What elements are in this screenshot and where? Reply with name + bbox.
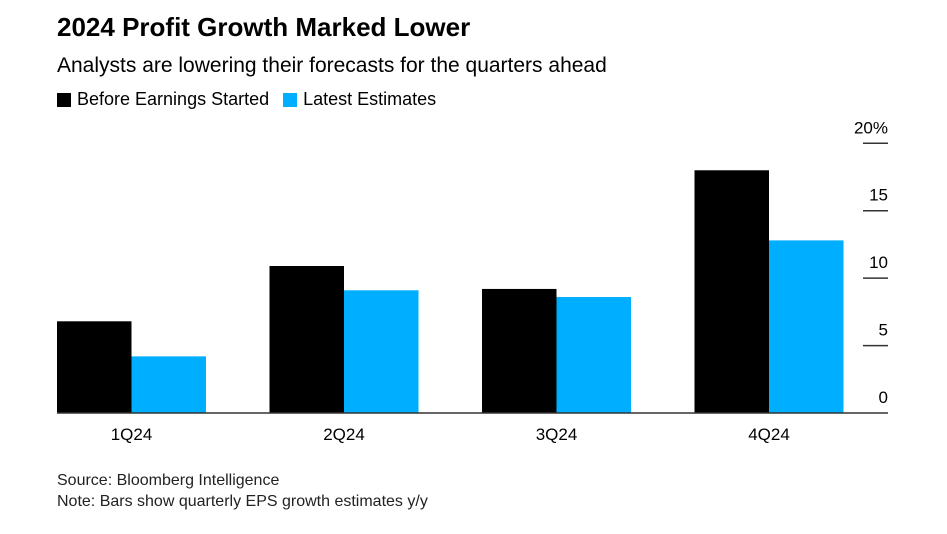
bar-4Q24-before bbox=[694, 170, 769, 413]
legend-swatch-before bbox=[57, 92, 71, 107]
legend-item-latest: Latest Estimates bbox=[283, 89, 436, 110]
chart-subtitle: Analysts are lowering their forecasts fo… bbox=[57, 54, 607, 77]
footnote: Note: Bars show quarterly EPS growth est… bbox=[57, 493, 428, 510]
x-tick-label: 2Q24 bbox=[323, 425, 365, 444]
bar-1Q24-before bbox=[57, 321, 132, 413]
y-tick-label: 20% bbox=[854, 118, 888, 137]
bar-1Q24-latest bbox=[131, 356, 206, 413]
x-tick-label: 3Q24 bbox=[536, 425, 578, 444]
bar-2Q24-before bbox=[269, 266, 344, 413]
x-tick-label: 1Q24 bbox=[111, 425, 153, 444]
bar-3Q24-before bbox=[482, 288, 557, 413]
y-tick-label: 15 bbox=[869, 186, 888, 205]
bar-3Q24-latest bbox=[556, 297, 631, 413]
y-tick-label: 5 bbox=[879, 321, 888, 340]
source-note: Source: Bloomberg Intelligence bbox=[57, 472, 280, 489]
x-tick-label: 4Q24 bbox=[748, 425, 790, 444]
legend: Before Earnings Started Latest Estimates bbox=[57, 89, 436, 110]
y-tick-label: 0 bbox=[879, 388, 888, 407]
y-tick-label: 10 bbox=[869, 253, 888, 272]
bar-4Q24-latest bbox=[769, 240, 844, 413]
legend-swatch-latest bbox=[283, 92, 298, 107]
bar-2Q24-latest bbox=[344, 290, 419, 413]
legend-label-latest: Latest Estimates bbox=[303, 89, 437, 109]
chart-title: 2024 Profit Growth Marked Lower bbox=[57, 12, 471, 42]
legend-item-before: Before Earnings Started bbox=[57, 89, 269, 110]
legend-label-before: Before Earnings Started bbox=[77, 89, 270, 109]
